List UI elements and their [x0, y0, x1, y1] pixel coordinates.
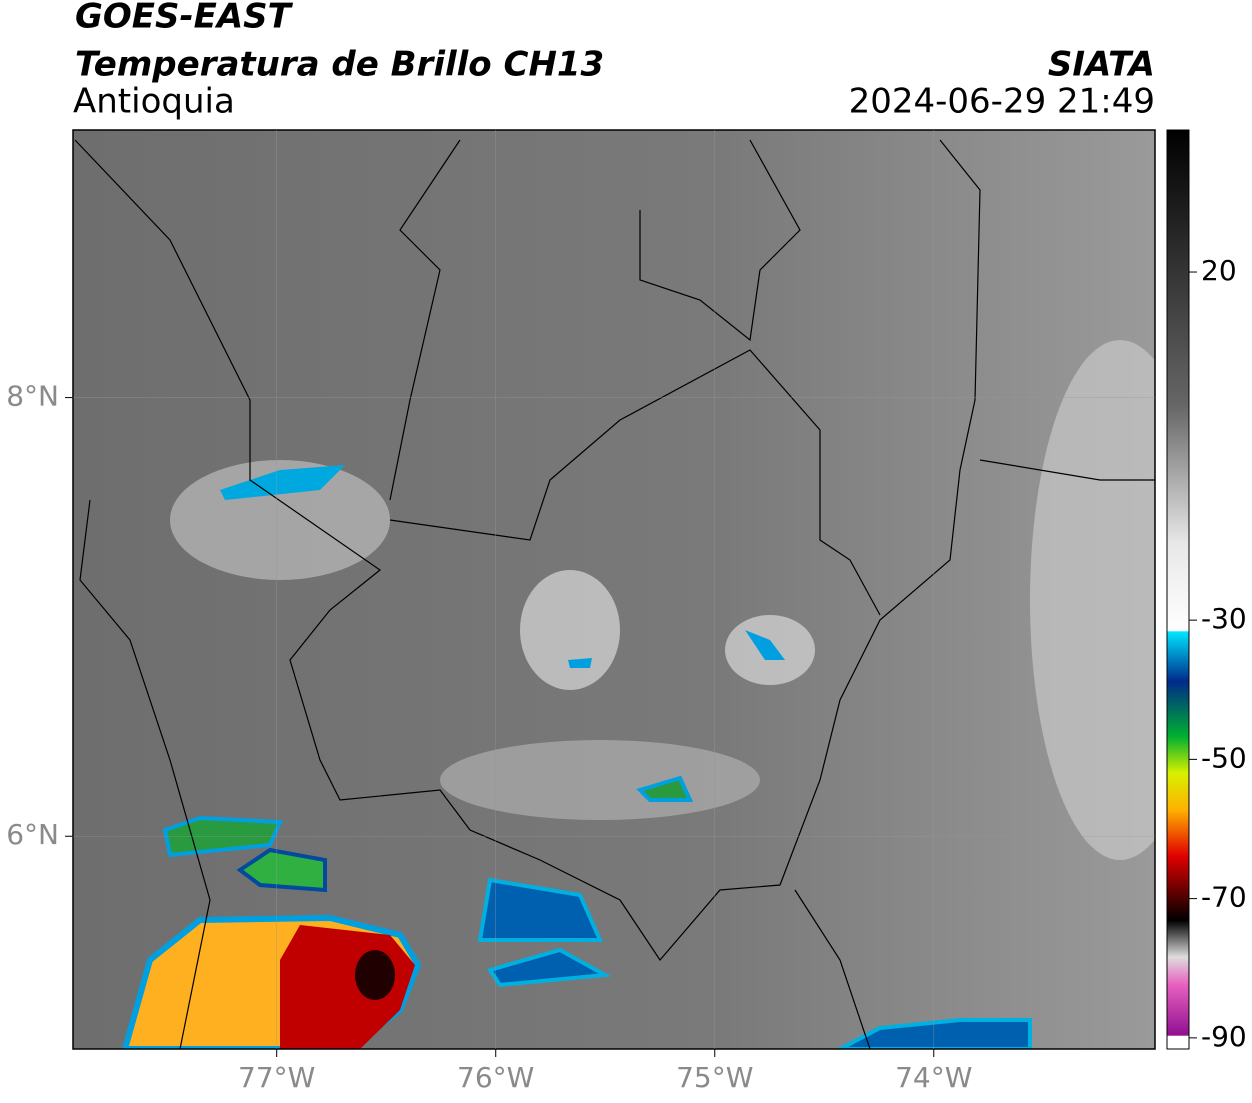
source: SIATA	[1048, 45, 1155, 85]
x-tick-label: 75°W	[676, 1061, 753, 1094]
x-tick-label: 76°W	[457, 1061, 534, 1094]
y-tick-label: 8°N	[6, 380, 59, 413]
satellite-image	[73, 130, 1155, 1049]
colorbar	[1166, 129, 1190, 1050]
colorbar-tick-label: 20	[1201, 254, 1237, 287]
colorbar-tick-label: -50	[1201, 741, 1247, 774]
region: Antioquia	[73, 82, 235, 122]
x-tick-label: 77°W	[238, 1061, 315, 1094]
colorbar-tick-label: -90	[1201, 1020, 1247, 1053]
subtitle: Temperatura de Brillo CH13	[75, 45, 604, 85]
map-frame	[72, 129, 1156, 1050]
x-tick-label: 74°W	[895, 1061, 972, 1094]
y-tick-label: 6°N	[6, 818, 59, 851]
colorbar-tick-label: -30	[1201, 602, 1247, 635]
colorbar-tick-label: -70	[1201, 881, 1247, 914]
title: GOES-EAST	[75, 0, 294, 37]
datetime: 2024-06-29 21:49	[849, 82, 1155, 122]
